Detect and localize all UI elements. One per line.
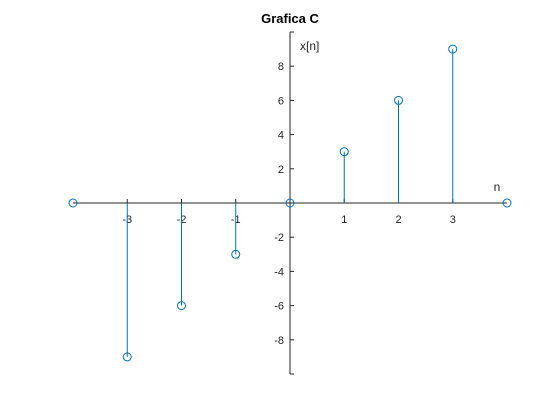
stem-marker <box>177 301 186 311</box>
y-tick-label: 8 <box>278 61 284 73</box>
stems <box>68 44 512 362</box>
stem-marker <box>502 198 512 208</box>
x-tick-label: 1 <box>341 214 347 226</box>
stem-marker <box>339 147 349 157</box>
stem-marker <box>68 198 78 208</box>
y-tick-label: 4 <box>278 130 284 142</box>
x-axis-label: n <box>494 180 501 194</box>
stem-marker <box>285 198 295 208</box>
y-tick-label: 6 <box>278 95 284 107</box>
stem-marker <box>448 44 458 54</box>
x-tick-label: 2 <box>395 214 401 226</box>
y-tick-label: -6 <box>274 301 284 313</box>
y-tick-label: -4 <box>274 266 284 278</box>
y-tick-label: -2 <box>274 232 284 244</box>
stem-marker <box>394 95 403 105</box>
stem-marker <box>122 352 132 362</box>
y-axis-label: x[n] <box>300 39 319 53</box>
y-tick-label: 2 <box>278 164 284 176</box>
y-ticks: -8 -6 -4 -2 2 4 6 8 <box>274 31 294 375</box>
y-tick-label: -8 <box>274 335 284 347</box>
chart-title: Grafica C <box>261 11 319 26</box>
x-tick-label: 3 <box>450 214 456 226</box>
stem-marker <box>231 249 241 259</box>
